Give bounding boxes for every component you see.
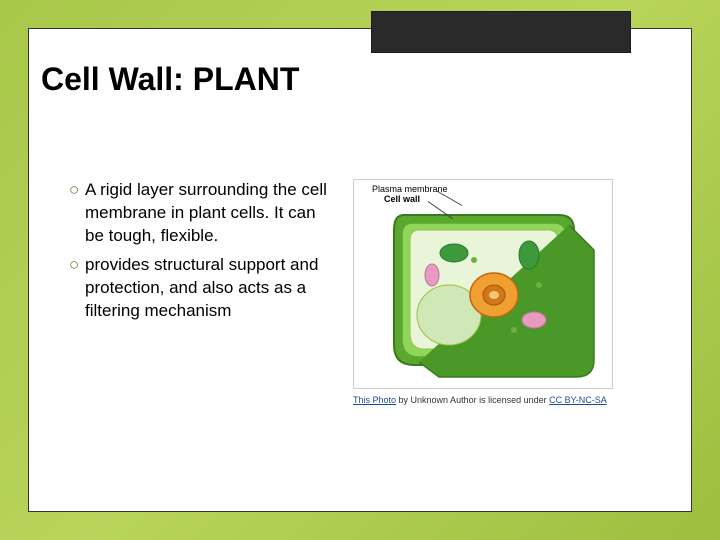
plant-cell-diagram: Plasma membrane Cell wall [353, 179, 613, 389]
bullet-item: ○ provides structural support and protec… [69, 254, 329, 323]
content-area: ○ A rigid layer surrounding the cell mem… [69, 179, 651, 481]
diagram-label-plasma-membrane: Plasma membrane [372, 184, 448, 194]
image-column: Plasma membrane Cell wall [353, 179, 651, 481]
image-caption: This Photo by Unknown Author is licensed… [353, 395, 651, 405]
diagram-label-cell-wall: Cell wall [384, 194, 420, 204]
bullet-text: provides structural support and protecti… [85, 254, 329, 323]
bullet-text: A rigid layer surrounding the cell membr… [85, 179, 329, 248]
corner-accent-box [371, 11, 631, 53]
text-column: ○ A rigid layer surrounding the cell mem… [69, 179, 329, 481]
caption-mid-text: by Unknown Author is licensed under [396, 395, 549, 405]
bullet-marker-icon: ○ [69, 254, 85, 323]
bullet-item: ○ A rigid layer surrounding the cell mem… [69, 179, 329, 248]
caption-license-link[interactable]: CC BY-NC-SA [549, 395, 607, 405]
slide-frame: Cell Wall: PLANT ○ A rigid layer surroun… [28, 28, 692, 512]
slide-title: Cell Wall: PLANT [41, 61, 299, 98]
cell-svg [354, 180, 614, 390]
caption-photo-link[interactable]: This Photo [353, 395, 396, 405]
bullet-marker-icon: ○ [69, 179, 85, 248]
